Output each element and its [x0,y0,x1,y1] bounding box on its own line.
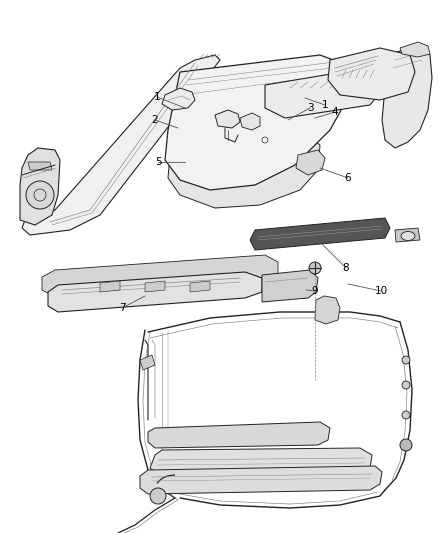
Text: 6: 6 [345,173,351,183]
Polygon shape [395,228,420,242]
Text: 2: 2 [152,115,158,125]
Polygon shape [145,281,165,292]
Circle shape [402,356,410,364]
Polygon shape [315,296,340,324]
Polygon shape [240,113,260,130]
Circle shape [402,411,410,419]
Text: 9: 9 [312,286,318,296]
Text: 3: 3 [307,103,313,113]
Polygon shape [328,48,415,100]
Polygon shape [162,88,195,110]
Polygon shape [150,448,372,476]
Text: 7: 7 [119,303,125,313]
Ellipse shape [401,231,415,240]
Text: 1: 1 [154,92,160,102]
Circle shape [309,262,321,274]
Polygon shape [382,45,432,148]
Circle shape [402,381,410,389]
Polygon shape [148,422,330,448]
Polygon shape [296,150,325,175]
Polygon shape [140,355,155,370]
Polygon shape [22,55,220,235]
Polygon shape [100,281,120,292]
Polygon shape [42,255,278,297]
Polygon shape [400,42,430,57]
Polygon shape [28,162,52,170]
Text: 5: 5 [155,157,161,167]
Text: 1: 1 [321,100,328,110]
Text: 10: 10 [374,286,388,296]
Text: 4: 4 [332,107,338,117]
Polygon shape [20,148,60,225]
Polygon shape [265,70,378,118]
Polygon shape [48,272,262,312]
Polygon shape [168,125,320,208]
Polygon shape [165,55,355,190]
Circle shape [150,488,166,504]
Text: 8: 8 [343,263,350,273]
Polygon shape [215,110,240,128]
Polygon shape [190,281,210,292]
Polygon shape [250,218,390,250]
Circle shape [26,181,54,209]
Polygon shape [262,270,318,302]
Polygon shape [140,466,382,494]
Circle shape [400,439,412,451]
